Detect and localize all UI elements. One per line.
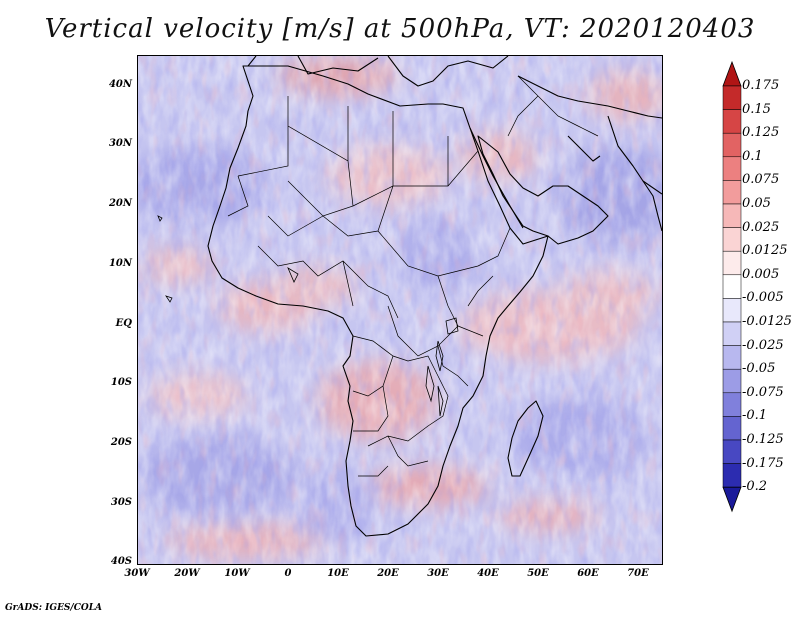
colorbar-swatch [722, 345, 742, 370]
lat-label: 30S [110, 497, 132, 508]
persian-gulf [567, 135, 601, 162]
colorbar-swatch [722, 156, 742, 181]
lon-label: 30E [427, 568, 449, 579]
colorbar-label: 0.125 [742, 125, 780, 141]
colorbar-swatch [722, 321, 742, 346]
colorbar [722, 60, 742, 513]
colorbar-swatch [722, 180, 742, 205]
colorbar-label: -0.2 [742, 479, 768, 495]
political-borders [227, 75, 599, 477]
colorbar-top-arrow [722, 60, 742, 87]
lat-label: 40S [110, 556, 132, 567]
arabia-coastline [477, 135, 609, 245]
colorbar-swatch [722, 250, 742, 276]
colorbar-label: -0.075 [742, 384, 784, 400]
lon-label: 20W [174, 568, 200, 579]
colorbar-swatch [722, 368, 742, 394]
lat-label: 40N [108, 79, 132, 90]
india-coastline [642, 180, 662, 232]
lon-label: 40E [477, 568, 499, 579]
colorbar-label: -0.1 [742, 408, 768, 424]
iran-coastline [517, 75, 662, 195]
lat-label: 20S [110, 437, 132, 448]
lon-label: 50E [527, 568, 549, 579]
footer-credit: GrADS: IGES/COLA [5, 603, 103, 613]
map-title: Vertical velocity [m/s] at 500hPa, VT: 2… [44, 14, 756, 44]
velocity-field-map [138, 56, 662, 564]
coastlines [207, 56, 662, 537]
europe-coastline [247, 56, 509, 87]
map-panel [137, 55, 663, 565]
lon-label: 30W [124, 568, 150, 579]
africa-coastline [207, 65, 549, 537]
colorbar-label: 0.025 [742, 219, 780, 235]
colorbar-label: -0.005 [742, 290, 784, 306]
lon-label: 10W [224, 568, 250, 579]
colorbar-label: -0.125 [742, 432, 784, 447]
lon-label: 70E [627, 568, 649, 579]
lon-label: 10E [327, 568, 349, 579]
colorbar-label: 0.175 [742, 78, 780, 93]
colorbar-swatch [722, 392, 742, 417]
colorbar-label: -0.025 [742, 337, 784, 353]
colorbar-label: 0.1 [742, 148, 763, 164]
colorbar-label: -0.0125 [742, 314, 792, 329]
lon-label: 0 [284, 568, 292, 579]
lon-label: 20E [377, 568, 399, 579]
lat-label: 10N [108, 258, 132, 269]
colorbar-label: 0.075 [742, 172, 780, 188]
colorbar-swatch [722, 109, 742, 134]
colorbar-swatch [722, 203, 742, 228]
colorbar-swatch [722, 274, 742, 299]
colorbar-swatch [722, 416, 742, 441]
madagascar-coastline [507, 400, 544, 477]
colorbar-swatch [722, 439, 742, 464]
red-sea [469, 127, 524, 229]
lat-label: 10S [110, 377, 132, 388]
colorbar-label: 0.0125 [742, 243, 788, 259]
lat-label: 30N [108, 138, 132, 149]
colorbar-label: -0.175 [742, 455, 784, 471]
colorbar-swatch [722, 298, 742, 323]
colorbar-label: -0.05 [742, 361, 776, 377]
colorbar-swatch [722, 227, 742, 252]
colorbar-swatch [722, 85, 742, 110]
lat-label: 20N [108, 198, 132, 209]
colorbar-label: 0.05 [742, 196, 771, 211]
lat-label: EQ [115, 318, 132, 329]
colorbar-swatch [722, 132, 742, 158]
colorbar-bottom-arrow [722, 486, 742, 513]
colorbar-label: 0.005 [742, 266, 780, 282]
colorbar-swatch [722, 463, 742, 488]
colorbar-label: 0.15 [742, 101, 771, 117]
lon-label: 60E [577, 568, 599, 579]
lakes [157, 215, 459, 417]
